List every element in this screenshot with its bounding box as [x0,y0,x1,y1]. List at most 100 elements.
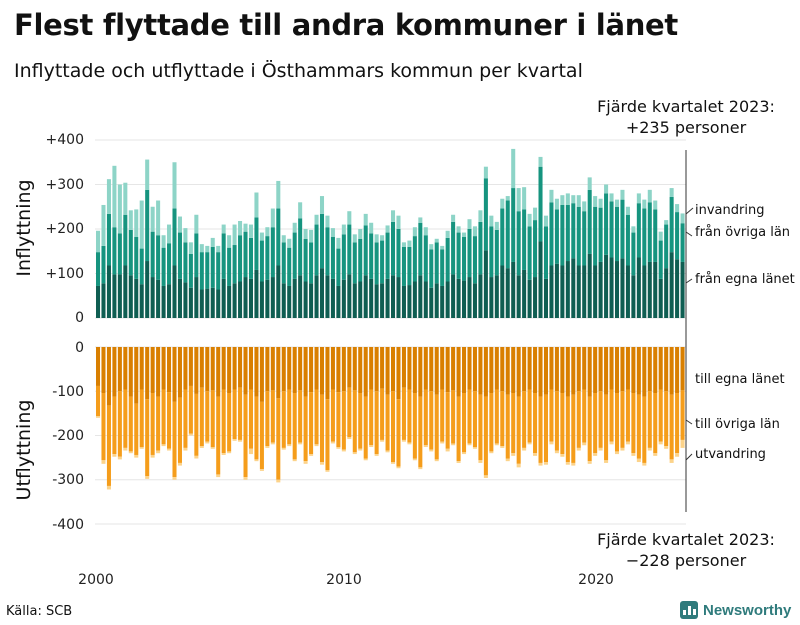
bar-segment [680,439,685,448]
bar-segment [303,396,308,462]
bar-segment [636,257,641,318]
bar-segment [642,462,647,466]
top-y-tick: +400 [46,132,84,148]
bar-segment [500,391,505,447]
bar-segment [352,242,357,284]
bar-segment [609,257,614,318]
bar-segment [150,393,155,455]
bar-segment [423,227,428,236]
bar-segment [582,442,587,446]
top-y-tick: +100 [46,266,84,282]
bar-segment [653,261,658,318]
bar-segment [221,389,226,454]
bar-segment [412,281,417,318]
bar-segment [549,202,554,266]
bar-segment [636,203,641,258]
bar-segment [576,347,581,392]
bar-segment [287,238,292,248]
bar-segment [128,396,133,452]
bar-segment [325,399,330,471]
bar-segment [680,261,685,318]
bar-segment [516,275,521,318]
bar-segment [134,278,139,318]
bar-segment [123,389,128,448]
bar-segment [609,389,614,442]
bar-segment [647,447,652,451]
bar-segment [156,347,161,397]
bar-segment [587,396,592,462]
bar-segment [325,227,330,276]
bar-segment [472,447,477,449]
bar-segment [614,451,620,455]
bar-segment [451,390,456,444]
bar-segment [500,208,505,266]
bar-segment [423,281,428,318]
bar-segment [462,393,467,453]
top-y-tick: +300 [46,177,84,193]
bar-segment [319,196,325,214]
bar-segment [167,448,172,451]
bar-segment [440,249,445,286]
bar-segment [533,347,538,394]
series-label-till-ovriga-lan: till övriga län [695,417,780,432]
bar-segment [303,238,308,282]
bar-segment [489,393,494,452]
x-tick: 2000 [78,572,114,588]
bar-segment [407,246,412,286]
bar-segment [440,285,445,318]
bar-segment [554,391,559,451]
bar-segment [265,279,270,318]
bar-segment [96,285,101,318]
bar-segment [216,396,221,475]
x-ticks: 2000 2010 2020 [78,572,614,588]
bar-segment [380,240,385,284]
bottom-y-tick: -100 [52,384,84,400]
bar-segment [319,394,325,463]
bar-segment [145,399,150,477]
bar-segment [259,401,264,470]
bar-segment [620,189,625,200]
bar-segment [571,203,576,259]
bar-segment [358,229,363,239]
bar-segment [445,392,450,449]
bar-segment [128,229,133,276]
bar-segment [598,261,603,318]
bar-segment [259,469,264,471]
bar-segment [522,187,527,210]
bar-segment [549,441,554,445]
bar-segment [380,347,385,389]
bar-segment [199,446,204,448]
bar-segment [347,387,352,438]
bar-segment [221,233,226,279]
bar-segment [385,232,390,279]
bar-segment [429,287,434,318]
bar-segment [276,208,281,266]
bar-segment [336,392,341,447]
bar-segment [620,258,625,318]
bar-segment [434,242,439,284]
bar-segment [188,253,193,288]
bar-segment [647,391,652,448]
bar-segment [292,393,297,460]
bar-segment [314,275,319,318]
bar-segment [210,246,215,288]
bar-segment [407,389,412,443]
x-tick: 2020 [578,572,614,588]
bar-segment [593,196,598,207]
bar-segment [418,217,423,223]
bar-segment [538,241,543,318]
bar-segment [571,195,576,204]
bar-segment [538,166,543,242]
bar-segment [352,234,357,243]
bar-segment [533,393,538,454]
bar-segment [554,347,559,392]
bar-segment [527,442,532,445]
bar-segment [259,240,264,282]
bar-segment [445,230,450,238]
bar-segment [194,233,199,278]
bar-segment [636,394,641,459]
bar-segment [434,283,439,318]
bar-segment [161,235,166,248]
bar-segment [625,206,630,215]
bar-segment [232,283,237,318]
